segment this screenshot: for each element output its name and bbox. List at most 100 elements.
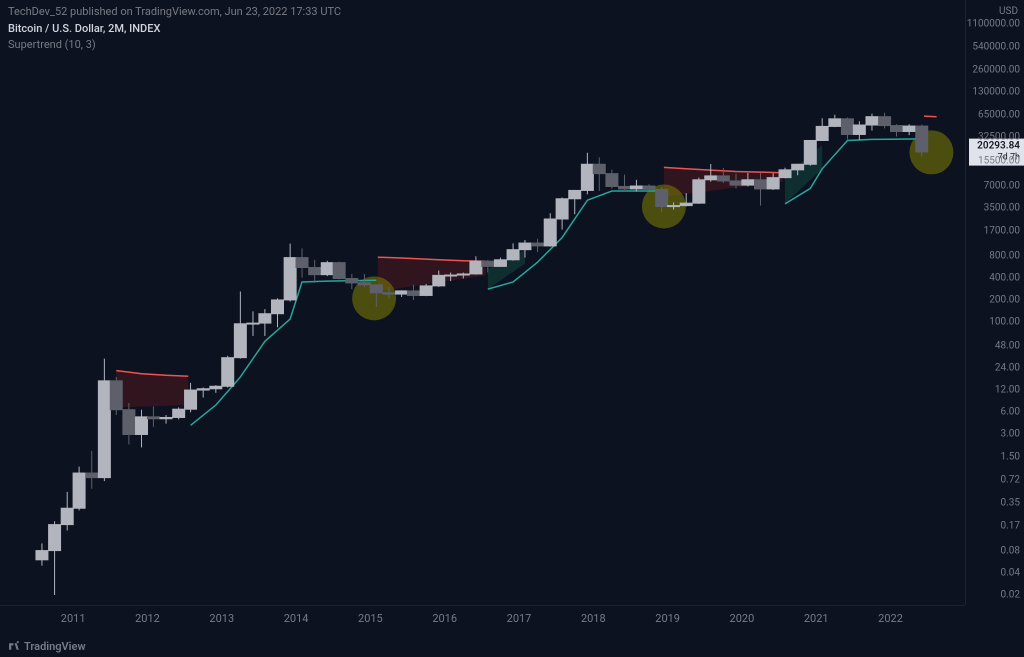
chart-container: TechDev_52 published on TradingView.com,… <box>0 0 1024 657</box>
candle-body <box>890 126 902 132</box>
y-tick-label: 0.17 <box>1001 521 1021 532</box>
y-tick-label: 0.35 <box>1001 498 1021 509</box>
candle-body <box>668 206 680 207</box>
candle-body <box>173 409 185 417</box>
y-tick-label: 200.00 <box>989 294 1020 305</box>
y-tick-label: 0.02 <box>1001 590 1021 601</box>
y-tick-label: 65000.00 <box>978 109 1020 120</box>
candle-body <box>482 261 494 266</box>
candle-body <box>457 274 469 275</box>
candle-body <box>619 186 631 188</box>
x-tick-label: 2012 <box>135 612 160 625</box>
candle-body <box>284 258 296 300</box>
candle-body <box>61 508 73 524</box>
candle-body <box>767 178 779 189</box>
candle-body <box>321 263 333 275</box>
candle-body <box>36 551 48 560</box>
x-tick-label: 2021 <box>804 612 829 625</box>
candle-body <box>705 176 717 180</box>
y-tick-label: 130000.00 <box>972 87 1020 98</box>
candle-body <box>866 117 878 125</box>
x-tick-label: 2019 <box>655 612 680 625</box>
candle-body <box>879 117 891 126</box>
candle-body <box>507 250 519 260</box>
candle-body <box>804 140 816 164</box>
candle-body <box>433 275 445 285</box>
y-tick-label: 400.00 <box>989 272 1020 283</box>
candle-body <box>110 381 122 410</box>
y-tick-label: 12.00 <box>995 385 1020 396</box>
y-axis-title: USD <box>999 6 1018 17</box>
x-tick-label: 2013 <box>209 612 234 625</box>
candle-body <box>643 186 655 189</box>
candle-body <box>346 279 358 283</box>
candle-body <box>272 300 284 314</box>
candle-body <box>396 291 408 294</box>
candle-body <box>185 390 197 409</box>
y-tick-label: 540000.00 <box>972 41 1020 52</box>
y-tick-label: 24.00 <box>995 362 1020 373</box>
candle-body <box>333 263 345 279</box>
candle-body <box>581 164 593 190</box>
y-axis[interactable]: USD 20293.84 7d 7h 1100000.00540000.0026… <box>965 0 1024 605</box>
candle-body <box>853 125 865 134</box>
candle-body <box>309 268 321 275</box>
x-tick-label: 2016 <box>432 612 457 625</box>
x-tick-label: 2015 <box>358 612 383 625</box>
x-tick-label: 2017 <box>507 612 532 625</box>
candle-body <box>98 381 110 478</box>
y-tick-label: 1.50 <box>1001 451 1021 462</box>
candle-body <box>680 203 692 205</box>
x-axis[interactable]: 2011201220132014201520162017201820192020… <box>0 605 965 635</box>
y-tick-label: 1100000.00 <box>967 19 1020 30</box>
footer-brand: TradingView <box>8 640 86 653</box>
candle-body <box>544 219 556 246</box>
candle-body <box>197 389 209 390</box>
candle-body <box>296 258 308 268</box>
candle-body <box>693 180 705 203</box>
candle-body <box>73 473 85 508</box>
y-tick-label: 1700.00 <box>984 226 1020 237</box>
plot-area[interactable] <box>0 0 965 605</box>
footer-brand-text: TradingView <box>24 640 86 653</box>
x-tick-label: 2014 <box>284 612 309 625</box>
candle-body <box>606 174 618 187</box>
candle-body <box>519 243 531 250</box>
y-tick-label: 100.00 <box>989 317 1020 328</box>
candle-body <box>358 283 370 285</box>
x-tick-label: 2020 <box>730 612 755 625</box>
candle-body <box>593 164 605 173</box>
supertrend-red-line <box>924 116 937 117</box>
y-tick-label: 15500.00 <box>978 155 1020 166</box>
y-tick-label: 260000.00 <box>972 65 1020 76</box>
y-tick-label: 3500.00 <box>984 203 1020 214</box>
candle-body <box>829 119 841 127</box>
candle-body <box>792 164 804 170</box>
candle-body <box>49 525 61 551</box>
y-tick-label: 3.00 <box>1001 429 1021 440</box>
candle-body <box>779 170 791 178</box>
candle-body <box>470 261 482 274</box>
x-tick-label: 2022 <box>878 612 903 625</box>
candle-body <box>556 199 568 219</box>
candle-body <box>494 260 506 267</box>
candle-body <box>630 186 642 189</box>
candle-body <box>247 323 259 324</box>
candle-body <box>916 126 928 152</box>
y-tick-label: 0.04 <box>1001 567 1021 578</box>
candle-body <box>222 358 234 387</box>
candle-body <box>420 286 432 296</box>
candle-body <box>656 189 668 206</box>
candle-body <box>717 176 729 181</box>
candle-body <box>86 473 98 478</box>
candle-body <box>730 181 742 185</box>
candle-body <box>841 119 853 135</box>
y-tick-label: 32500.00 <box>978 131 1020 142</box>
y-tick-label: 800.00 <box>989 250 1020 261</box>
y-tick-label: 0.08 <box>1001 545 1021 556</box>
x-tick-label: 2018 <box>581 612 606 625</box>
candle-body <box>445 275 457 276</box>
plot-svg <box>0 0 965 605</box>
candle-body <box>903 126 915 131</box>
candle-body <box>532 243 544 246</box>
